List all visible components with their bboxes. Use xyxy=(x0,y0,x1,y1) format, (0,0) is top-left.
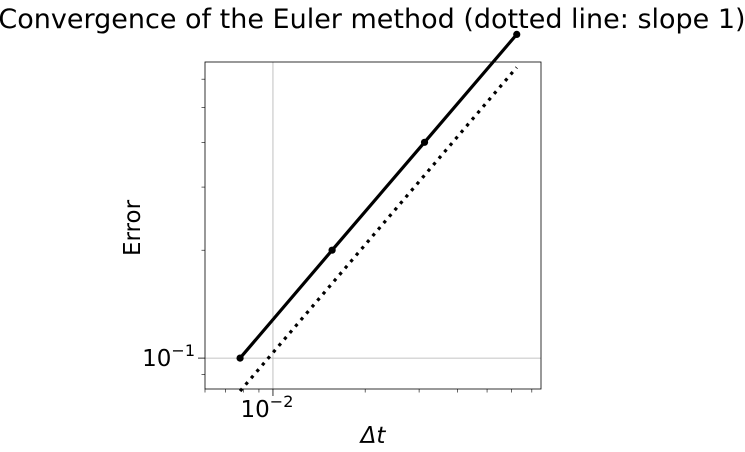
y-axis-label: Error xyxy=(120,199,146,256)
error-line xyxy=(238,33,518,360)
error-point xyxy=(328,246,336,254)
grid xyxy=(205,62,541,389)
x-tick-label: 10−2 xyxy=(241,392,294,423)
error-point xyxy=(420,138,429,146)
y-tick-label: 10−1 xyxy=(142,341,195,372)
chart-title: Convergence of the Euler method (dotted … xyxy=(0,4,745,35)
error-point xyxy=(236,354,244,362)
slope-reference-line xyxy=(238,66,518,393)
minor-ticks xyxy=(201,78,533,393)
tick-labels: 10−2 10−1 xyxy=(142,341,293,423)
series-layer xyxy=(236,30,521,393)
error-point xyxy=(513,30,521,38)
plot-frame xyxy=(204,61,542,390)
x-axis-label: Δt xyxy=(359,423,387,449)
